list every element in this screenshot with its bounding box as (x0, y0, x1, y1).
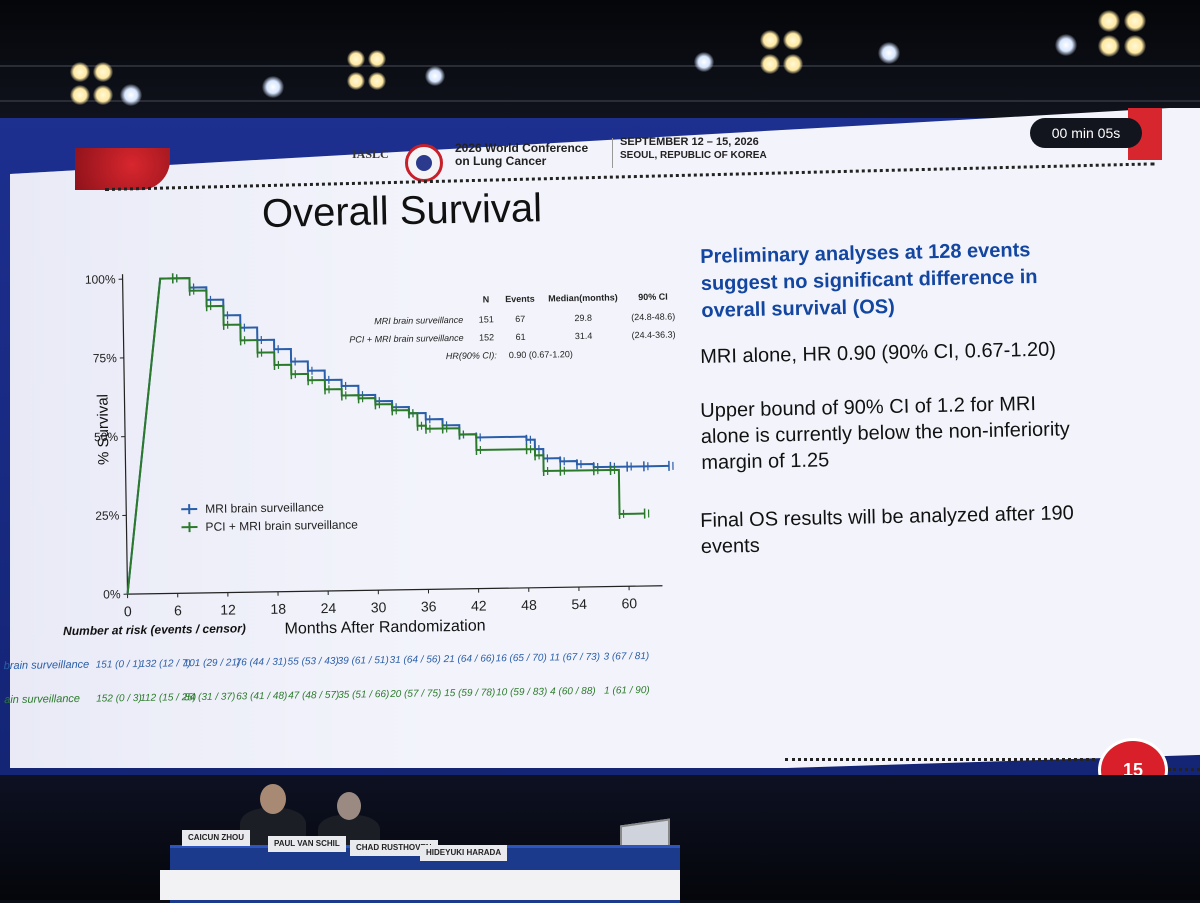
x-axis-label: Months After Randomization (284, 618, 485, 638)
table-cell: 152 (479, 332, 494, 342)
table-header: Events (505, 294, 535, 304)
at-risk-value: 35 (51 / 66) (338, 689, 389, 701)
at-risk-value: 31 (64 / 56) (390, 654, 441, 666)
y-axis-label: % Survival (94, 394, 112, 465)
at-risk-value: 20 (57 / 75) (389, 688, 441, 700)
table-cell: 67 (515, 314, 525, 324)
legend-label: MRI brain surveillance (205, 500, 324, 516)
hr-value: 0.90 (0.67-1.20) (509, 349, 573, 360)
panelist-head (260, 784, 286, 814)
at-risk-value: 47 (48 / 57) (288, 690, 339, 702)
at-risk-value: 84 (31 / 37) (184, 691, 235, 703)
at-risk-value: 39 (61 / 51) (338, 655, 389, 667)
table-cell: MRI brain surveillance (374, 315, 463, 326)
x-tick-label: 42 (471, 598, 487, 614)
at-risk-value: 4 (60 / 88) (550, 686, 596, 698)
at-risk-value: 55 (53 / 43) (288, 656, 339, 668)
y-tick-label: 25% (95, 509, 120, 523)
at-risk-value: 76 (44 / 31) (236, 657, 287, 669)
at-risk-value: 16 (65 / 70) (496, 653, 547, 665)
at-risk-value: 10 (59 / 83) (496, 687, 547, 699)
at-risk-value: 1 (61 / 90) (604, 685, 650, 697)
x-tick-label: 24 (320, 600, 336, 616)
legend-label: PCI + MRI brain surveillance (205, 518, 358, 534)
x-axis (128, 586, 663, 594)
at-risk-value: 15 (59 / 78) (444, 687, 495, 699)
y-tick-label: 75% (93, 351, 118, 365)
at-risk-value: 21 (64 / 66) (443, 653, 495, 665)
panelist-head (337, 792, 361, 820)
table-header: 90% CI (638, 292, 668, 302)
nameplate: HIDEYUKI HARADA (420, 845, 507, 861)
table-cell: 31.4 (575, 331, 593, 341)
at-risk-value: 152 (0 / 3) (96, 693, 142, 705)
table-cell: (24.4-36.3) (631, 330, 675, 341)
at-risk-value: 63 (41 / 48) (236, 691, 287, 703)
panel-table-front (160, 870, 680, 900)
x-tick-label: 30 (371, 599, 387, 615)
x-tick-label: 48 (521, 597, 537, 613)
nameplate: CAICUN ZHOU (182, 830, 250, 846)
at-risk-row-label: brain surveillance (4, 659, 90, 672)
table-cell: 151 (479, 314, 494, 324)
table-cell: 61 (515, 332, 525, 342)
hr-label: HR(90% CI): (446, 350, 498, 361)
x-tick-label: 6 (174, 602, 182, 618)
table-header: Median(months) (548, 292, 618, 303)
x-tick-label: 36 (421, 598, 437, 614)
x-tick-label: 12 (220, 601, 236, 617)
table-cell: 29.8 (574, 313, 592, 323)
y-axis (123, 274, 128, 594)
table-header: N (483, 294, 490, 304)
y-tick-label: 0% (103, 587, 121, 601)
x-tick-label: 18 (270, 601, 286, 617)
at-risk-row-label: ain surveillance (4, 693, 80, 706)
table-cell: (24.8-48.6) (631, 312, 675, 323)
at-risk-value: 3 (67 / 81) (604, 651, 650, 663)
at-risk-value: 151 (0 / 1) (96, 659, 142, 671)
x-tick-label: 60 (621, 595, 637, 611)
table-cell: PCI + MRI brain surveillance (349, 333, 463, 345)
y-tick-label: 100% (85, 272, 116, 286)
x-tick-label: 54 (571, 596, 587, 612)
at-risk-title: Number at risk (events / censor) (63, 621, 246, 638)
x-tick-label: 0 (124, 603, 132, 619)
at-risk-value: 11 (67 / 73) (550, 652, 601, 664)
at-risk-value: 101 (29 / 21) (184, 657, 241, 669)
nameplate: PAUL VAN SCHIL (268, 836, 346, 852)
